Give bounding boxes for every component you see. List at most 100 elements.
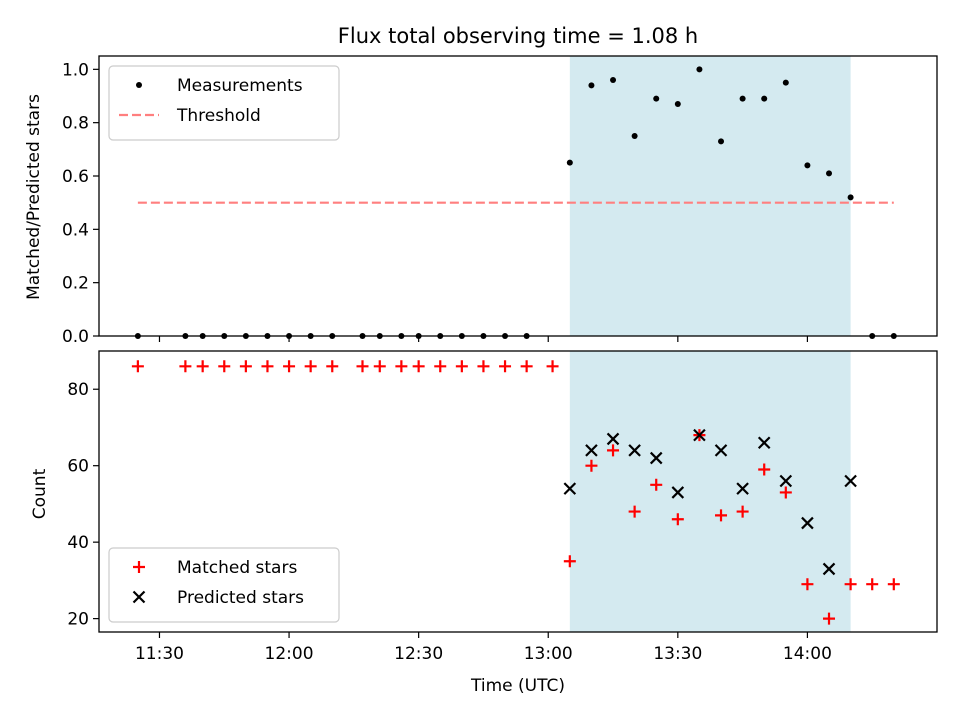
data-point	[585, 459, 598, 472]
data-point	[477, 360, 490, 373]
data-point	[718, 138, 725, 145]
data-point	[782, 79, 789, 86]
y-tick-label: 20	[67, 610, 89, 630]
data-point	[736, 505, 749, 518]
data-point	[356, 360, 369, 373]
data-point	[304, 360, 317, 373]
legend-marker-x	[132, 590, 146, 604]
data-point	[826, 170, 833, 177]
data-point	[606, 432, 620, 446]
data-point	[455, 360, 468, 373]
chart-title: Flux total observing time = 1.08 h	[338, 24, 698, 48]
data-point	[801, 516, 814, 530]
observing-span-band	[569, 56, 851, 336]
y-tick-label: 0.8	[62, 114, 89, 134]
data-point	[563, 482, 577, 495]
data-point	[412, 360, 425, 373]
series-matched-stars	[131, 360, 900, 625]
data-point	[131, 360, 144, 373]
data-point	[823, 612, 836, 625]
data-point	[631, 133, 638, 139]
data-point	[696, 66, 703, 73]
y-tick-label: 40	[67, 533, 89, 553]
legend-label: Predicted stars	[177, 588, 304, 608]
data-point	[499, 360, 512, 373]
bottom-y-axis-label: Count	[30, 468, 50, 519]
x-tick-label: 12:00	[265, 644, 314, 664]
data-point	[628, 444, 641, 457]
y-tick-label: 1.0	[62, 60, 89, 80]
data-point	[395, 360, 408, 373]
legend: Matched stars Predicted stars	[108, 547, 340, 623]
data-point	[674, 101, 681, 107]
data-point	[653, 95, 660, 102]
data-point	[866, 578, 879, 591]
y-tick-label: 0.6	[62, 167, 89, 187]
data-point	[804, 162, 811, 169]
data-point	[758, 463, 771, 476]
data-point	[566, 159, 573, 166]
legend-label: Threshold	[176, 106, 261, 126]
data-point	[218, 360, 231, 373]
legend-label: Measurements	[177, 76, 303, 96]
data-point	[373, 360, 386, 373]
data-point	[779, 474, 793, 488]
data-point	[649, 451, 663, 465]
legend-box	[108, 547, 340, 623]
data-point	[239, 360, 252, 373]
top-y-axis-label: Matched/Predicted stars	[24, 94, 44, 300]
legend-marker-plus	[133, 561, 145, 573]
data-point	[844, 578, 857, 591]
data-point	[585, 444, 598, 457]
data-point	[610, 77, 617, 83]
x-tick-label: 12:30	[394, 644, 443, 664]
data-point	[671, 513, 684, 526]
top-panel: 0.0 0.2 0.4 0.6 0.8 1.0 Measurements Threshold	[62, 55, 938, 347]
bottom-panel: 20 40 60 80 11:30 12:00 12:30 13:00 13:30 14:00 Ma…	[67, 350, 938, 664]
y-tick-label: 80	[67, 380, 89, 400]
data-point	[887, 578, 900, 591]
data-point	[326, 360, 339, 373]
data-point	[607, 444, 620, 457]
data-point	[715, 509, 728, 522]
x-tick-label: 13:00	[524, 644, 573, 664]
data-point	[196, 360, 209, 373]
data-point	[546, 360, 559, 373]
data-point	[693, 428, 706, 442]
data-point	[847, 194, 854, 201]
data-point	[714, 444, 728, 457]
data-point	[822, 562, 836, 576]
data-point	[563, 555, 576, 568]
x-tick-label: 13:30	[653, 644, 702, 664]
data-point	[844, 474, 857, 488]
plot-frame	[98, 350, 938, 633]
y-tick-label: 0.4	[62, 220, 89, 240]
data-point	[434, 360, 447, 373]
legend: Measurements Threshold	[108, 65, 340, 141]
data-point	[739, 95, 746, 102]
plot-frame	[98, 55, 938, 337]
y-tick-label: 60	[67, 457, 89, 477]
data-point	[761, 95, 768, 102]
data-point	[779, 486, 792, 499]
data-point	[801, 578, 814, 591]
x-tick-label: 14:00	[783, 644, 832, 664]
data-point	[520, 360, 533, 373]
data-point	[261, 360, 274, 373]
data-point	[179, 360, 192, 373]
data-point	[736, 482, 749, 495]
y-tick-label: 0.0	[62, 327, 89, 347]
series-predicted-stars	[563, 428, 857, 576]
data-point	[650, 478, 663, 491]
x-tick-label: 11:30	[135, 644, 184, 664]
x-axis-label: Time (UTC)	[470, 676, 565, 696]
data-point	[628, 505, 641, 518]
data-point	[757, 436, 771, 450]
data-point	[283, 360, 296, 373]
data-point	[671, 486, 685, 499]
legend-marker-dot	[136, 82, 142, 88]
legend-label: Matched stars	[177, 558, 297, 578]
data-point	[588, 82, 595, 89]
legend-box	[108, 65, 340, 141]
